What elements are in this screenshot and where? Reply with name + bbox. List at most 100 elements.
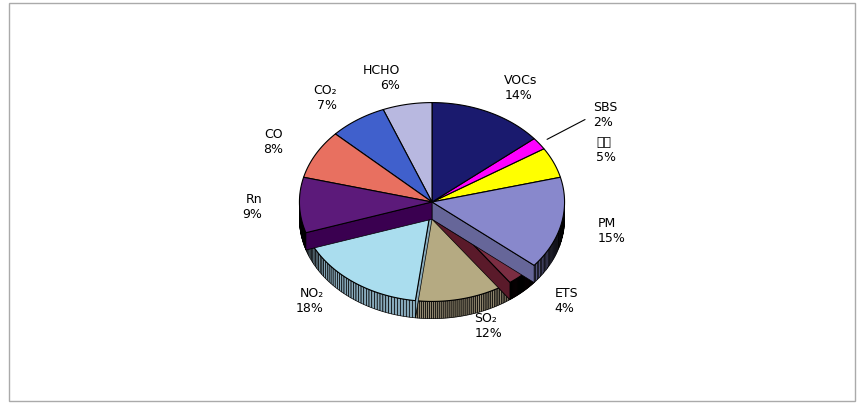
Polygon shape bbox=[489, 292, 491, 309]
Polygon shape bbox=[313, 246, 314, 265]
Polygon shape bbox=[544, 253, 546, 272]
Polygon shape bbox=[549, 248, 550, 267]
Polygon shape bbox=[444, 301, 446, 318]
Polygon shape bbox=[496, 288, 498, 307]
Text: CO
8%: CO 8% bbox=[264, 128, 283, 155]
Polygon shape bbox=[374, 292, 378, 310]
Text: SBS
2%: SBS 2% bbox=[593, 101, 617, 129]
Polygon shape bbox=[389, 296, 391, 314]
Polygon shape bbox=[397, 298, 400, 316]
Polygon shape bbox=[349, 279, 351, 298]
Polygon shape bbox=[308, 237, 309, 257]
Polygon shape bbox=[547, 250, 549, 269]
Polygon shape bbox=[317, 252, 319, 271]
Polygon shape bbox=[501, 286, 503, 304]
Polygon shape bbox=[473, 296, 476, 314]
Polygon shape bbox=[468, 298, 470, 315]
Polygon shape bbox=[395, 298, 397, 315]
Polygon shape bbox=[543, 255, 544, 274]
Polygon shape bbox=[310, 242, 312, 261]
Polygon shape bbox=[555, 238, 556, 257]
Polygon shape bbox=[364, 288, 366, 306]
Polygon shape bbox=[491, 291, 492, 309]
Polygon shape bbox=[432, 202, 534, 283]
Polygon shape bbox=[412, 301, 416, 318]
Text: Rn
9%: Rn 9% bbox=[243, 192, 263, 220]
Polygon shape bbox=[428, 302, 429, 319]
Polygon shape bbox=[327, 263, 329, 282]
Text: SO₂
12%: SO₂ 12% bbox=[474, 311, 502, 339]
Polygon shape bbox=[432, 202, 534, 283]
Polygon shape bbox=[334, 269, 335, 288]
Polygon shape bbox=[331, 267, 334, 286]
Polygon shape bbox=[356, 284, 359, 302]
Polygon shape bbox=[306, 233, 307, 252]
Polygon shape bbox=[462, 299, 464, 316]
Polygon shape bbox=[416, 202, 510, 302]
Polygon shape bbox=[378, 293, 380, 311]
Polygon shape bbox=[426, 302, 428, 319]
Polygon shape bbox=[416, 202, 432, 318]
Polygon shape bbox=[423, 301, 426, 319]
Polygon shape bbox=[400, 299, 403, 317]
Polygon shape bbox=[309, 240, 310, 259]
Polygon shape bbox=[553, 241, 554, 260]
Polygon shape bbox=[432, 149, 561, 202]
Polygon shape bbox=[419, 301, 422, 319]
Text: 기타
5%: 기타 5% bbox=[596, 135, 616, 163]
Text: CO₂
7%: CO₂ 7% bbox=[313, 83, 337, 111]
Polygon shape bbox=[476, 296, 478, 313]
Polygon shape bbox=[342, 275, 344, 294]
Polygon shape bbox=[416, 301, 417, 318]
Polygon shape bbox=[340, 273, 342, 292]
Polygon shape bbox=[498, 288, 499, 306]
Polygon shape bbox=[326, 262, 327, 281]
Polygon shape bbox=[550, 245, 552, 264]
Polygon shape bbox=[546, 252, 547, 271]
Polygon shape bbox=[391, 297, 395, 315]
Text: PM
15%: PM 15% bbox=[598, 216, 626, 244]
Polygon shape bbox=[306, 202, 432, 301]
Polygon shape bbox=[369, 290, 372, 308]
Polygon shape bbox=[432, 202, 510, 300]
Polygon shape bbox=[432, 139, 544, 202]
Polygon shape bbox=[446, 301, 448, 318]
Polygon shape bbox=[372, 291, 374, 309]
Polygon shape bbox=[366, 289, 369, 307]
Polygon shape bbox=[314, 248, 315, 267]
Polygon shape bbox=[351, 281, 353, 300]
Polygon shape bbox=[312, 244, 313, 263]
Polygon shape bbox=[452, 300, 454, 318]
Polygon shape bbox=[307, 235, 308, 255]
Polygon shape bbox=[306, 202, 432, 250]
Polygon shape bbox=[410, 300, 412, 318]
Polygon shape bbox=[432, 103, 534, 202]
Polygon shape bbox=[503, 286, 505, 303]
Polygon shape bbox=[303, 134, 432, 202]
Polygon shape bbox=[506, 284, 508, 302]
Polygon shape bbox=[552, 243, 553, 262]
Polygon shape bbox=[478, 295, 480, 313]
Polygon shape bbox=[460, 299, 462, 317]
Polygon shape bbox=[319, 254, 321, 273]
Polygon shape bbox=[542, 256, 543, 275]
Polygon shape bbox=[440, 301, 442, 319]
Polygon shape bbox=[337, 272, 340, 291]
Polygon shape bbox=[429, 302, 432, 319]
Polygon shape bbox=[480, 294, 481, 312]
Polygon shape bbox=[472, 296, 473, 314]
Polygon shape bbox=[464, 298, 466, 316]
Polygon shape bbox=[483, 293, 486, 311]
Polygon shape bbox=[435, 302, 438, 319]
Polygon shape bbox=[417, 301, 419, 318]
Polygon shape bbox=[403, 299, 406, 317]
Polygon shape bbox=[534, 264, 536, 283]
Polygon shape bbox=[359, 285, 361, 303]
Polygon shape bbox=[470, 297, 472, 315]
Polygon shape bbox=[456, 300, 458, 317]
Polygon shape bbox=[329, 265, 331, 284]
Polygon shape bbox=[505, 284, 506, 303]
Polygon shape bbox=[335, 110, 432, 202]
Polygon shape bbox=[406, 300, 410, 318]
Polygon shape bbox=[300, 178, 432, 233]
